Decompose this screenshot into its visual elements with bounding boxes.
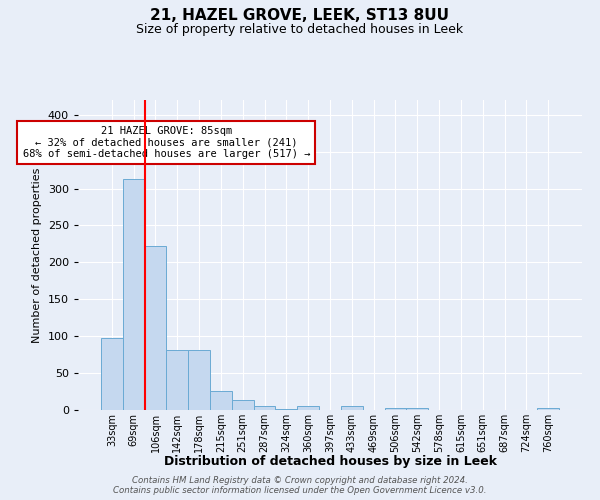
Text: 21, HAZEL GROVE, LEEK, ST13 8UU: 21, HAZEL GROVE, LEEK, ST13 8UU bbox=[151, 8, 449, 22]
Bar bbox=[385, 408, 406, 410]
Text: 21 HAZEL GROVE: 85sqm
← 32% of detached houses are smaller (241)
68% of semi-det: 21 HAZEL GROVE: 85sqm ← 32% of detached … bbox=[23, 126, 310, 159]
Bar bbox=[145, 246, 166, 410]
Bar bbox=[297, 406, 319, 410]
Bar bbox=[188, 350, 210, 410]
Y-axis label: Number of detached properties: Number of detached properties bbox=[32, 168, 42, 342]
Text: Distribution of detached houses by size in Leek: Distribution of detached houses by size … bbox=[163, 454, 497, 468]
Bar bbox=[341, 406, 363, 410]
Bar bbox=[101, 338, 123, 410]
Text: Contains HM Land Registry data © Crown copyright and database right 2024.
Contai: Contains HM Land Registry data © Crown c… bbox=[113, 476, 487, 495]
Bar bbox=[166, 350, 188, 410]
Bar bbox=[275, 408, 297, 410]
Bar bbox=[232, 400, 254, 410]
Bar bbox=[210, 391, 232, 410]
Bar bbox=[123, 179, 145, 410]
Bar bbox=[537, 408, 559, 410]
Bar bbox=[254, 406, 275, 410]
Bar bbox=[406, 408, 428, 410]
Text: Size of property relative to detached houses in Leek: Size of property relative to detached ho… bbox=[136, 22, 464, 36]
